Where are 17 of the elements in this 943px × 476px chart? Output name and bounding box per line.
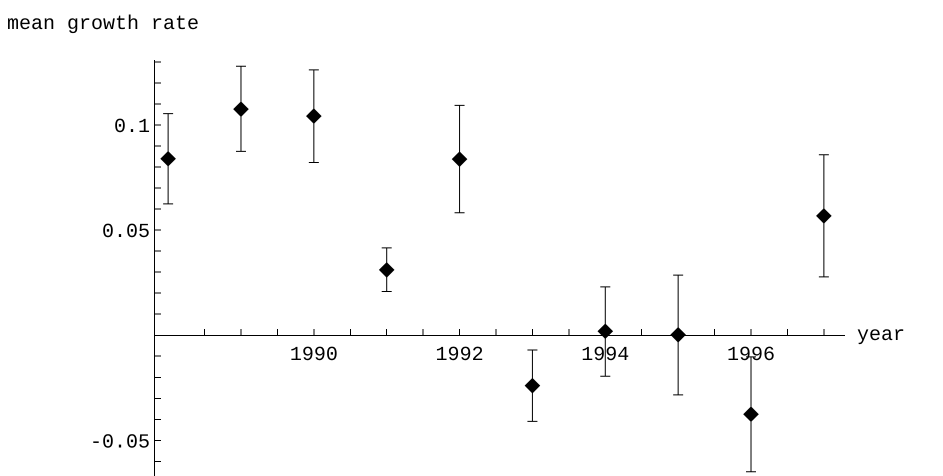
x-axis-title: year xyxy=(857,324,906,347)
point xyxy=(452,151,468,167)
point xyxy=(816,208,832,224)
y-tick-label: -0.05 xyxy=(90,431,150,454)
y-tick-label: 0.1 xyxy=(114,116,150,140)
y-tick-label: 0.05 xyxy=(102,221,150,244)
point xyxy=(233,101,249,117)
point xyxy=(597,323,614,340)
point xyxy=(378,262,394,278)
x-tick-label: 1992 xyxy=(436,344,484,368)
point xyxy=(524,378,540,394)
point xyxy=(306,108,322,124)
point xyxy=(743,406,759,422)
y-axis-title: mean growth rate xyxy=(7,13,200,36)
x-tick-label: 1996 xyxy=(727,344,776,368)
x-tick-label: 1990 xyxy=(290,344,338,368)
point xyxy=(160,150,176,167)
